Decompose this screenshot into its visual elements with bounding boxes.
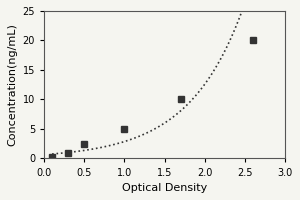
Y-axis label: Concentration(ng/mL): Concentration(ng/mL)	[7, 23, 17, 146]
X-axis label: Optical Density: Optical Density	[122, 183, 207, 193]
